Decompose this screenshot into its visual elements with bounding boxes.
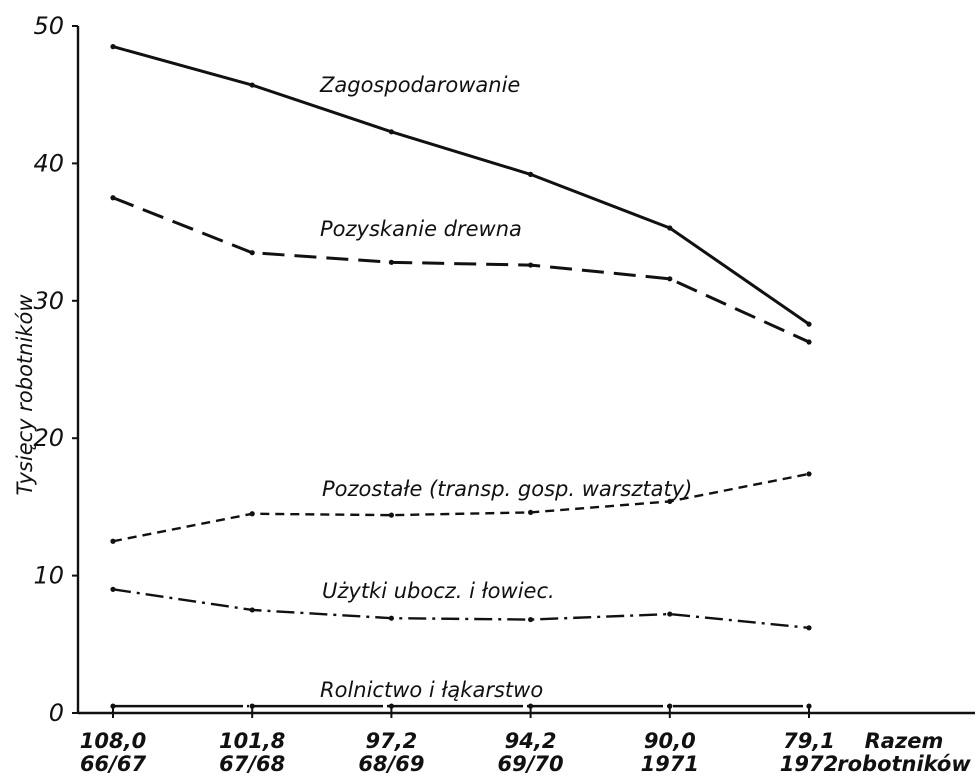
data-point (806, 321, 812, 327)
y-tick-label: 40 (33, 149, 64, 177)
data-point (528, 509, 534, 515)
y-tick-label: 50 (33, 12, 64, 40)
data-point (528, 171, 534, 177)
series-3 (110, 471, 812, 544)
data-point (249, 703, 255, 709)
y-tick-label: 20 (33, 424, 64, 452)
data-point (528, 262, 534, 268)
data-point (249, 82, 255, 88)
series-label: Pozostałe (transp. gosp. warsztaty) (322, 477, 692, 501)
data-point (667, 611, 673, 617)
x-trailing-label-line1: Razem (865, 729, 944, 753)
series-label: Zagospodarowanie (319, 73, 520, 97)
data-point (667, 276, 673, 282)
series-label: Pozyskanie drewna (320, 217, 522, 241)
x-trailing-label-line2: robotników (837, 752, 971, 776)
x-tick-label-total: 90,0 (644, 729, 696, 753)
data-point (667, 498, 673, 505)
data-point (388, 615, 394, 621)
data-point (249, 511, 255, 517)
data-point (528, 703, 534, 709)
x-tick-label-period: 66/67 (80, 752, 147, 776)
data-point (110, 195, 116, 201)
data-point (249, 250, 255, 256)
data-point (388, 129, 394, 135)
data-point (806, 471, 812, 477)
data-point (249, 607, 255, 613)
series-line (112, 45, 810, 326)
axes (76, 26, 975, 715)
y-tick-label: 30 (33, 287, 64, 315)
data-point (110, 44, 116, 50)
x-tick-label-total: 108,0 (80, 729, 146, 753)
x-tick-label-period: 68/69 (358, 752, 424, 776)
y-tick-label: 0 (49, 699, 64, 727)
y-tick-label: 10 (33, 562, 64, 590)
data-point (110, 586, 116, 592)
x-tick-label-period: 67/68 (219, 752, 285, 776)
data-point (667, 225, 673, 231)
series-label: Rolnictwo i łąkarstwo (320, 678, 543, 702)
data-point (388, 259, 394, 265)
x-tick-label-period: 69/70 (498, 752, 564, 776)
x-tick-label-total: 79,1 (783, 729, 835, 753)
x-tick-label-period: 1971 (641, 752, 699, 776)
data-point (388, 512, 394, 518)
x-tick-label-total: 101,8 (219, 729, 285, 753)
data-point (528, 616, 534, 623)
series-labels: Zagospodarowanie Pozyskanie drewna Pozosta… (319, 73, 692, 702)
x-tick-label-total: 94,2 (505, 729, 557, 753)
x-tick-label-period: 1972 (780, 752, 838, 776)
series-line (112, 196, 810, 344)
series-label: Użytki ubocz. i łowiec. (322, 579, 555, 603)
data-point (806, 339, 812, 345)
data-point (667, 703, 673, 709)
data-point (806, 703, 812, 709)
y-ticks: 0 10 20 30 40 50 (33, 12, 78, 727)
series-line (112, 472, 810, 543)
x-ticks: 108,066/67 101,867/68 97,268/69 94,269/70 90… (80, 708, 838, 776)
series-2 (110, 195, 812, 345)
data-point (806, 625, 812, 631)
series-lines (110, 44, 812, 709)
data-point (388, 703, 394, 709)
series-5 (110, 703, 812, 709)
y-axis-label: Tysięcy robotników (13, 294, 37, 496)
series-1 (110, 44, 812, 327)
data-point (110, 538, 116, 544)
data-point (110, 703, 116, 709)
x-tick-label-total: 97,2 (365, 729, 417, 753)
x-trailing-label: Razem robotników (837, 729, 971, 776)
series-4 (110, 586, 812, 631)
